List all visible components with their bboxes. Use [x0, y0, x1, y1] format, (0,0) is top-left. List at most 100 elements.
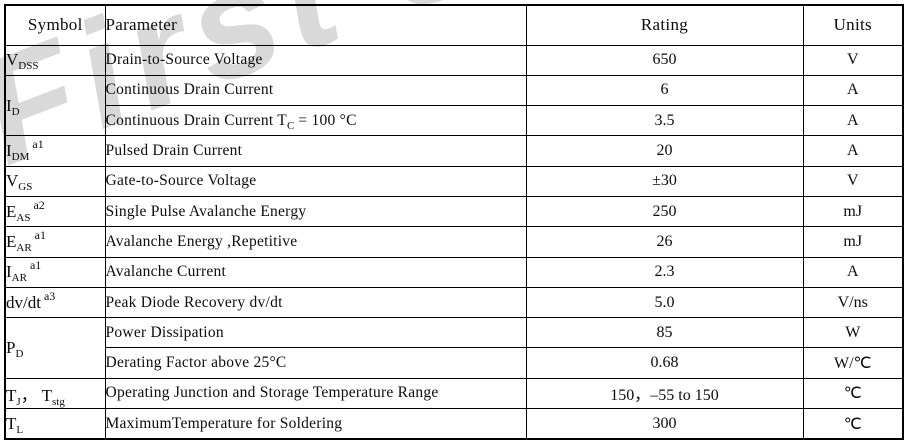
symbol-sub-text: C	[286, 119, 295, 132]
text-segment: = 100 °C	[294, 111, 357, 129]
rating-cell: 85	[525, 317, 804, 349]
symbol-sup-text: a3	[43, 288, 56, 303]
symbol-sub-text: DSS	[18, 60, 39, 73]
symbol-cell: EASa2	[4, 195, 106, 228]
table-row: Derating Factor above 25°C 0.68 W/℃	[5, 347, 904, 379]
symbol-cell: ID	[4, 74, 106, 137]
table-row: TJ， Tstg Operating Junction and Storage T…	[4, 377, 904, 410]
rating-cell: 5.0	[525, 286, 804, 319]
text-segment: T	[6, 413, 17, 433]
symbol-cell: dv/dt a3	[4, 286, 106, 319]
text-segment: Single Pulse Avalanche Energy	[105, 202, 307, 220]
units-cell: A	[802, 74, 904, 107]
text-segment: I	[6, 262, 12, 282]
units-cell: W	[802, 317, 904, 349]
text-segment: Derating Factor above 25°C	[105, 354, 287, 372]
symbol-cell: VGS	[4, 165, 106, 197]
symbol-sup-text: a1	[32, 137, 44, 152]
text-segment: Operating Junction and Storage Temperatu…	[105, 384, 439, 402]
parameter-cell: Drain-to-Source Voltage	[104, 44, 527, 76]
text-segment: Power Dissipation	[105, 323, 224, 341]
table-row: IDMa1 Pulsed Drain Current 20 A	[4, 135, 904, 167]
symbol-sub-text: L	[16, 423, 24, 436]
symbol-cell: IDMa1	[4, 135, 106, 167]
text-segment: T	[41, 385, 53, 405]
units-cell: mJ	[802, 226, 904, 258]
text-segment: Drain-to-Source Voltage	[105, 51, 263, 69]
parameter-cell: Pulsed Drain Current	[104, 135, 527, 167]
symbol-sub-text: AR	[16, 241, 32, 254]
column-header-parameter: Parameter	[104, 4, 527, 46]
table-row: Continuous Drain Current TC = 100 °C 3.5 A	[5, 105, 904, 137]
text-segment: Gate-to-Source Voltage	[105, 172, 257, 190]
text-segment: Peak Diode Recovery dv/dt	[105, 293, 283, 311]
parameter-cell: Single Pulse Avalanche Energy	[104, 195, 527, 228]
parameter-cell: Operating Junction and Storage Temperatu…	[104, 377, 527, 410]
text-segment: P	[6, 337, 16, 357]
units-cell: mJ	[802, 195, 904, 228]
symbol-sup-text: a1	[34, 227, 46, 242]
parameter-cell: Peak Diode Recovery dv/dt	[104, 286, 527, 319]
symbol-sub-text: GS	[18, 181, 33, 194]
table-header: Symbol Parameter Rating Units	[4, 4, 904, 46]
symbol-sub-text: J	[16, 395, 21, 408]
table-row: ID Continuous Drain Current 6 A	[4, 74, 904, 137]
parameter-cell: MaximumTemperature for Soldering	[104, 408, 527, 440]
column-header-units: Units	[802, 4, 904, 46]
symbol-sub-text: D	[11, 105, 20, 118]
text-segment: I	[6, 141, 12, 161]
table-row: EASa2 Single Pulse Avalanche Energy 250 mJ	[4, 195, 904, 228]
rating-cell: ±30	[525, 165, 804, 197]
symbol-sub-text: stg	[52, 395, 65, 408]
text-segment: I	[6, 95, 12, 115]
rating-cell: 650	[525, 44, 804, 76]
units-cell: V	[802, 165, 904, 197]
column-header-symbol: Symbol	[4, 4, 106, 46]
symbol-sup-text: a1	[29, 258, 42, 273]
text-segment: T	[6, 385, 17, 405]
table-row: IARa1 Avalanche Current 2.3 A	[4, 256, 904, 288]
symbol-cell: EARa1	[4, 226, 106, 258]
parameter-cell: Power Dissipation	[104, 317, 527, 349]
units-cell: A	[802, 135, 904, 167]
rating-cell: 2.3	[525, 256, 804, 288]
text-segment: E	[6, 231, 17, 251]
rating-cell: 3.5	[525, 105, 804, 137]
units-cell: ℃	[802, 408, 904, 440]
text-segment: E	[6, 201, 17, 221]
units-cell: A	[802, 105, 904, 137]
units-cell: V	[802, 44, 904, 76]
symbol-cell: TL	[4, 408, 106, 440]
column-header-rating: Rating	[525, 4, 804, 46]
symbol-sub-text: AR	[11, 272, 27, 285]
rating-cell: 0.68	[525, 347, 804, 379]
rating-cell: 250	[525, 195, 804, 228]
units-cell: ℃	[802, 377, 904, 410]
text-segment: Avalanche Energy ,Repetitive	[105, 232, 298, 250]
rating-cell: 300	[525, 408, 804, 440]
symbol-sub-text: DM	[11, 151, 30, 164]
text-segment: ，	[20, 385, 42, 405]
table-row: PD Power Dissipation 85 W	[4, 317, 904, 379]
rating-cell: 26	[525, 226, 804, 258]
parameter-cell: Avalanche Current	[104, 256, 527, 288]
parameter-cell: Avalanche Energy ,Repetitive	[104, 226, 527, 258]
units-cell: V/ns	[802, 286, 904, 319]
table-row: TL MaximumTemperature for Soldering 300 ℃	[4, 408, 904, 440]
table-row: VGS Gate-to-Source Voltage ±30 V	[4, 165, 904, 197]
header-row: Symbol Parameter Rating Units	[4, 4, 904, 46]
ratings-table: Symbol Parameter Rating Units VDSS Drain-…	[4, 4, 904, 440]
table-row: VDSS Drain-to-Source Voltage 650 V	[4, 44, 904, 76]
rating-cell: 150，–55 to 150	[525, 377, 804, 410]
text-segment: dv/dt	[6, 292, 41, 312]
text-segment: V	[6, 50, 19, 70]
text-segment: Pulsed Drain Current	[105, 142, 243, 160]
parameter-cell: Continuous Drain Current TC = 100 °C	[104, 105, 527, 137]
rating-cell: 20	[525, 135, 804, 167]
table-row: EARa1 Avalanche Energy ,Repetitive 26 mJ	[4, 226, 904, 258]
parameter-cell: Continuous Drain Current	[104, 74, 527, 107]
symbol-cell: IARa1	[4, 256, 106, 288]
rating-cell: 6	[525, 74, 804, 107]
symbol-cell: TJ， Tstg	[4, 377, 106, 410]
